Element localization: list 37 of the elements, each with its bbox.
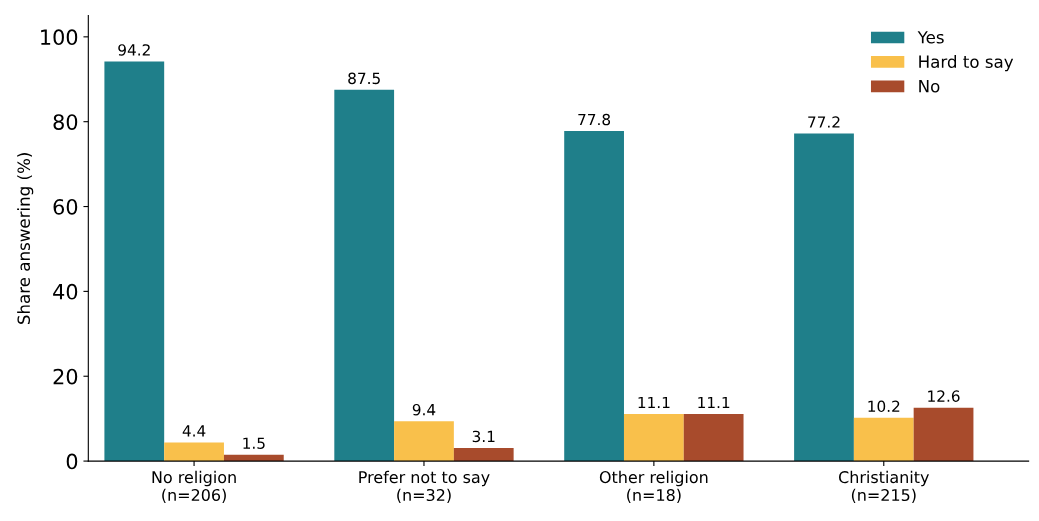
data-label: 3.1 — [472, 430, 495, 443]
bar — [683, 413, 744, 462]
y-tick-label: 40 — [53, 283, 78, 300]
bar — [453, 447, 514, 462]
data-label: 4.4 — [182, 425, 206, 437]
bar — [913, 407, 974, 462]
data-label: 12.6 — [928, 390, 960, 402]
bar — [394, 421, 454, 462]
legend-label: Yes — [917, 31, 944, 44]
bar — [794, 133, 854, 462]
x-tick-label: No religion (n=206) — [152, 470, 236, 503]
data-label: 11.1 — [638, 396, 670, 409]
data-label: 87.5 — [348, 72, 380, 85]
data-label: 94.2 — [118, 44, 150, 56]
data-label: 1.5 — [243, 437, 265, 449]
bar — [853, 417, 914, 462]
x-tick-label: Prefer not to say (n=32) — [359, 470, 490, 503]
bar — [564, 131, 624, 462]
data-label: 9.4 — [412, 403, 436, 416]
data-label: 77.8 — [578, 113, 611, 126]
legend-label: No — [919, 80, 940, 93]
legend-label: Hard to say — [919, 55, 1014, 72]
data-label: 77.2 — [808, 116, 840, 128]
bar — [164, 442, 224, 462]
y-tick-label: 20 — [53, 368, 78, 385]
x-tick-label: Christianity (n=215) — [838, 470, 929, 503]
y-axis-title: Share answering (%) — [17, 153, 34, 324]
bar — [334, 89, 395, 462]
bar — [623, 413, 684, 462]
y-tick-label: 80 — [53, 114, 78, 130]
y-tick-label: 100 — [41, 29, 78, 46]
bar — [104, 61, 165, 462]
y-tick-label: 60 — [53, 198, 78, 215]
data-label: 11.1 — [698, 396, 730, 409]
x-tick-label: Other religion (n=18) — [599, 470, 708, 503]
y-tick-label: 0 — [66, 453, 78, 470]
data-label: 10.2 — [868, 400, 900, 413]
